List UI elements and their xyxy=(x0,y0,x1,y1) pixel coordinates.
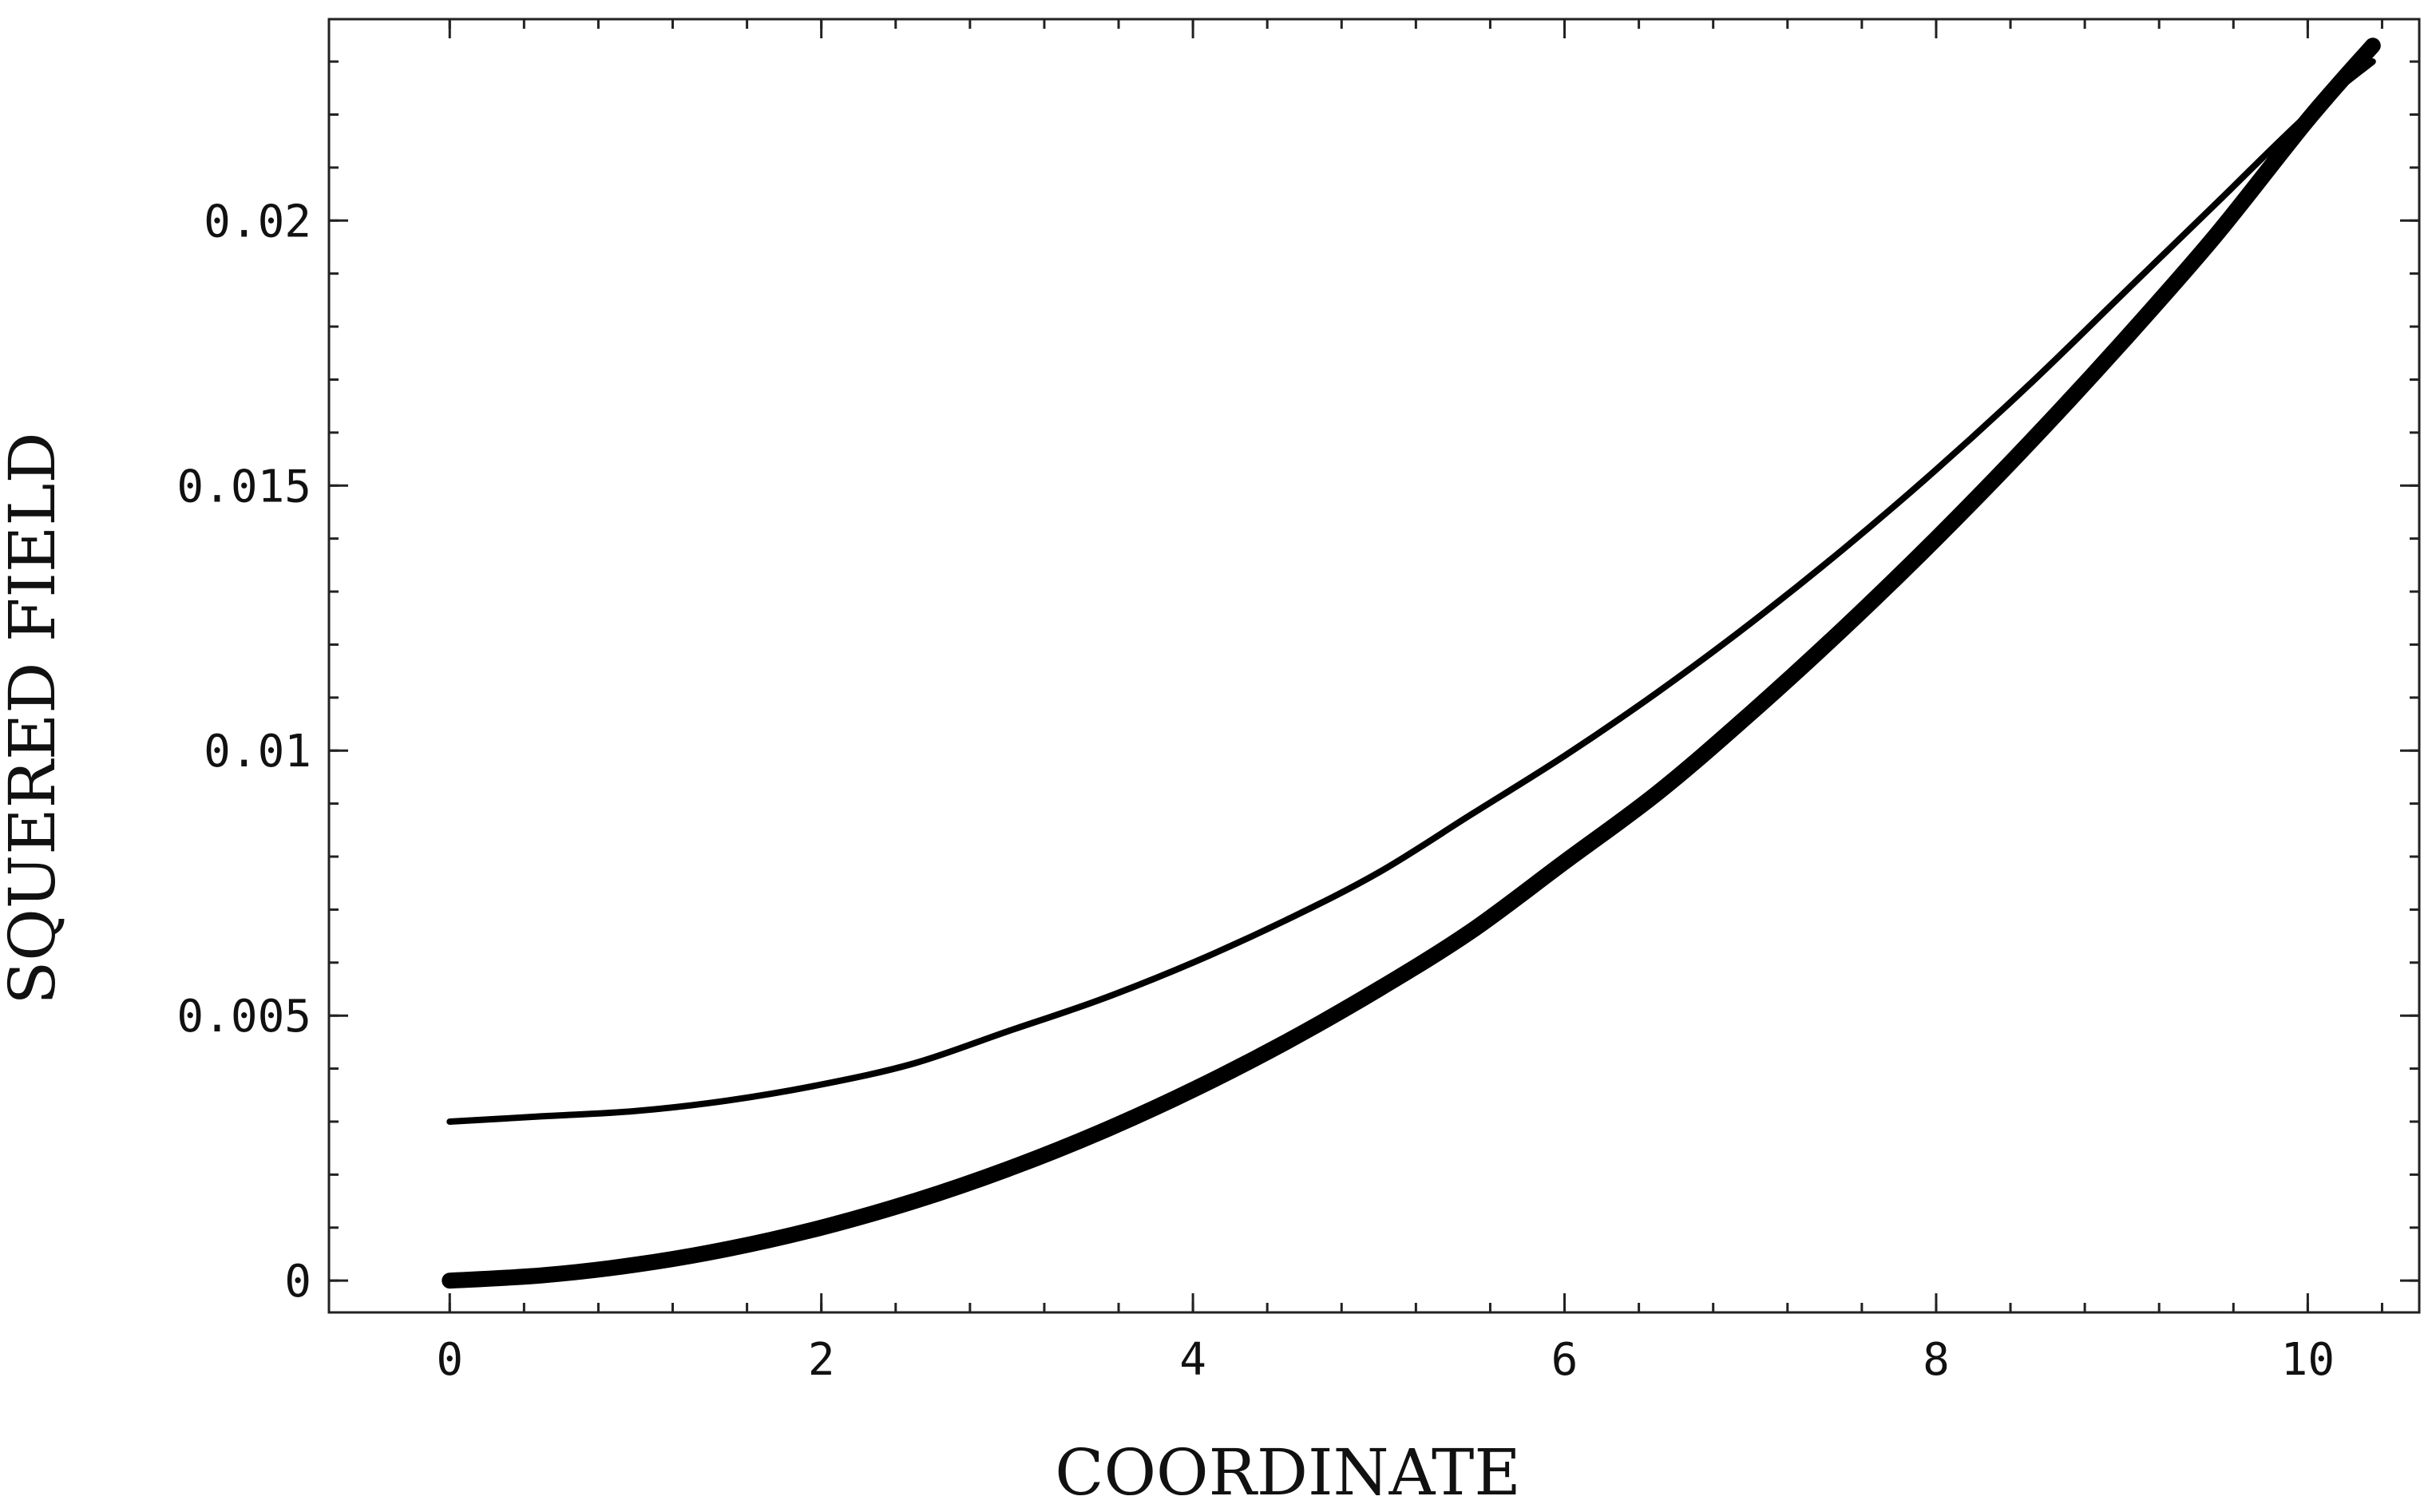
x-tick-label: 10 xyxy=(2281,1334,2335,1386)
y-axis-tick-labels: 0 0.005 0.01 0.015 0.02 xyxy=(176,196,311,1308)
y-tick-label: 0.015 xyxy=(176,461,311,513)
y-axis-ticks xyxy=(329,60,2419,1282)
x-tick-label: 8 xyxy=(1923,1334,1950,1386)
y-tick-label: 0 xyxy=(284,1256,311,1308)
y-tick-label: 0.01 xyxy=(204,726,311,778)
x-axis-tick-labels: 0 2 4 6 8 10 xyxy=(436,1334,2335,1386)
x-tick-label: 0 xyxy=(436,1334,463,1386)
series-group xyxy=(442,38,2381,1289)
y-tick-label: 0.005 xyxy=(176,991,311,1043)
plot-frame xyxy=(327,18,2421,1314)
series-line-1 xyxy=(446,58,2376,1125)
x-tick-label: 2 xyxy=(808,1334,835,1386)
x-axis-ticks xyxy=(448,19,2383,1312)
x-tick-label: 6 xyxy=(1551,1334,1578,1386)
series-line-2 xyxy=(442,38,2381,1289)
y-tick-label: 0.02 xyxy=(204,196,311,247)
x-tick-label: 4 xyxy=(1179,1334,1206,1386)
x-axis-title: COORDINATE xyxy=(1055,1435,1521,1510)
y-axis-title: SQUERED FIELD xyxy=(0,432,69,1004)
